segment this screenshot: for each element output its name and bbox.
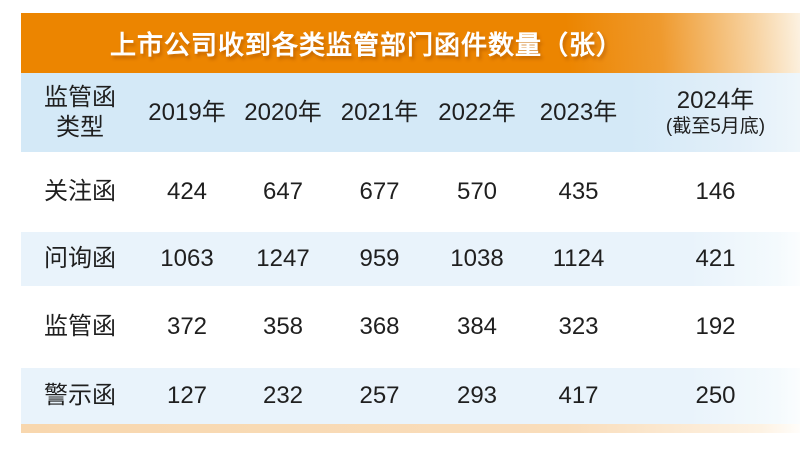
table-header-row: 监管函 类型 2019年 2020年 2021年 2022年 2023年 202… [21,73,800,152]
column-header-2022: 2022年 [438,98,516,126]
row-label: 问询函 [44,245,116,272]
table-cell: 257 [359,382,400,409]
table-cell: 146 [695,178,736,205]
column-header-2024-line1: 2024年 [676,87,755,115]
row-label: 关注函 [44,178,116,205]
column-header-2024-line2: (截至5月底) [665,116,766,138]
column-header-letter-type-line2: 类型 [56,113,104,141]
table-cell: 1124 [552,245,605,272]
table-cell: 424 [166,178,208,205]
table-cell: 293 [456,382,498,409]
table-cell: 232 [262,382,304,409]
table-cell: 192 [695,313,736,340]
bottom-accent-strip [21,424,800,433]
table-row-wenxunhan: 问询函 1063 1247 959 1038 1124 421 [21,232,800,286]
table-row-jianguanhan: 监管函 372 358 368 384 323 192 [21,286,800,368]
title-bar: 上市公司收到各类监管部门函件数量（张） [21,13,800,73]
column-header-letter-type-line1: 监管函 [44,83,116,111]
table-row-guanzhuhan: 关注函 424 647 677 570 435 146 [21,152,800,232]
column-header-2019: 2019年 [148,98,226,126]
table-cell: 372 [166,313,208,340]
table-cell: 368 [359,313,400,340]
column-header-letter-type: 监管函 类型 [21,73,139,152]
row-label: 监管函 [44,313,116,340]
table-cell: 250 [695,382,736,409]
table-cell: 417 [558,382,599,409]
table-cell: 435 [558,178,599,205]
table-cell: 323 [558,313,599,340]
row-label: 警示函 [44,382,116,409]
column-header-2023: 2023年 [539,98,618,126]
table-cell: 647 [262,178,304,205]
table-cell: 127 [166,382,208,409]
table-cell: 1247 [256,245,310,272]
table-cell: 421 [695,245,736,272]
column-header-2021: 2021年 [340,98,419,126]
column-header-2020: 2020年 [244,98,322,126]
table-cell: 358 [262,313,304,340]
column-header-2024: 2024年 (截至5月底) [631,73,800,152]
table-cell: 570 [456,178,498,205]
table-cell: 1063 [160,245,214,272]
table-cell: 384 [456,313,498,340]
table-cell: 1038 [450,245,504,272]
table-cell: 959 [359,245,400,272]
table-cell: 677 [359,178,400,205]
table-row-jingshihan: 警示函 127 232 257 293 417 250 [21,368,800,424]
page-title: 上市公司收到各类监管部门函件数量（张） [109,29,623,60]
